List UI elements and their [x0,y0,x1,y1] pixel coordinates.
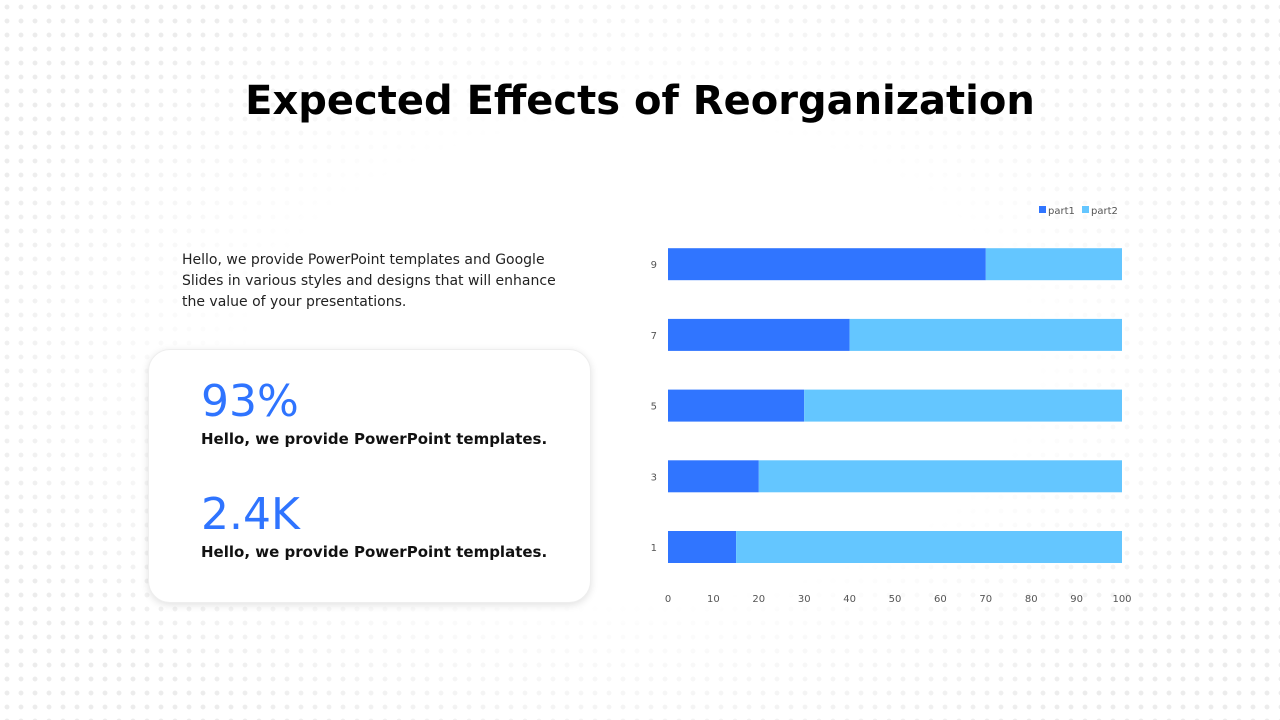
bar-part2-3 [758,460,1122,493]
stats-card: 93% Hello, we provide PowerPoint templat… [148,349,591,603]
bar-part2-1 [736,531,1122,563]
intro-text: Hello, we provide PowerPoint templates a… [182,252,556,310]
x-tick-label: 90 [1070,594,1083,605]
bar-part1-9 [668,248,986,281]
stat-description: Hello, we provide PowerPoint templates. [201,543,548,561]
y-tick-label: 5 [651,402,657,413]
stat-2: 2.4K Hello, we provide PowerPoint templa… [201,489,548,562]
y-tick-label: 1 [651,543,657,554]
x-tick-label: 70 [979,594,992,605]
y-tick-label: 9 [651,260,657,271]
x-tick-label: 80 [1025,594,1038,605]
bar-part1-7 [668,318,850,351]
x-tick-label: 100 [1112,594,1131,605]
y-tick-label: 3 [651,472,657,483]
x-tick-label: 40 [843,594,856,605]
stat-value: 2.4K [201,489,300,540]
slide-title: Expected Effects of Reorganization [245,78,1035,124]
bar-part2-5 [804,389,1122,422]
y-tick-label: 7 [651,331,657,342]
stat-value: 93% [201,376,299,427]
stat-description: Hello, we provide PowerPoint templates. [201,430,548,448]
legend-swatch-part2 [1082,206,1089,213]
bar-part1-1 [668,531,737,563]
bar-part2-7 [849,318,1122,351]
bar-part1-5 [668,389,805,422]
x-tick-label: 50 [889,594,902,605]
x-tick-label: 0 [665,594,671,605]
x-tick-label: 10 [707,594,720,605]
x-tick-label: 60 [934,594,947,605]
stat-1: 93% Hello, we provide PowerPoint templat… [201,376,548,449]
legend-label-part1: part1 [1048,206,1075,217]
bar-part1-3 [668,460,759,493]
x-tick-label: 30 [798,594,811,605]
legend-swatch-part1 [1039,206,1046,213]
bar-part2-9 [985,248,1122,281]
x-tick-label: 20 [752,594,765,605]
legend-label-part2: part2 [1091,206,1118,217]
